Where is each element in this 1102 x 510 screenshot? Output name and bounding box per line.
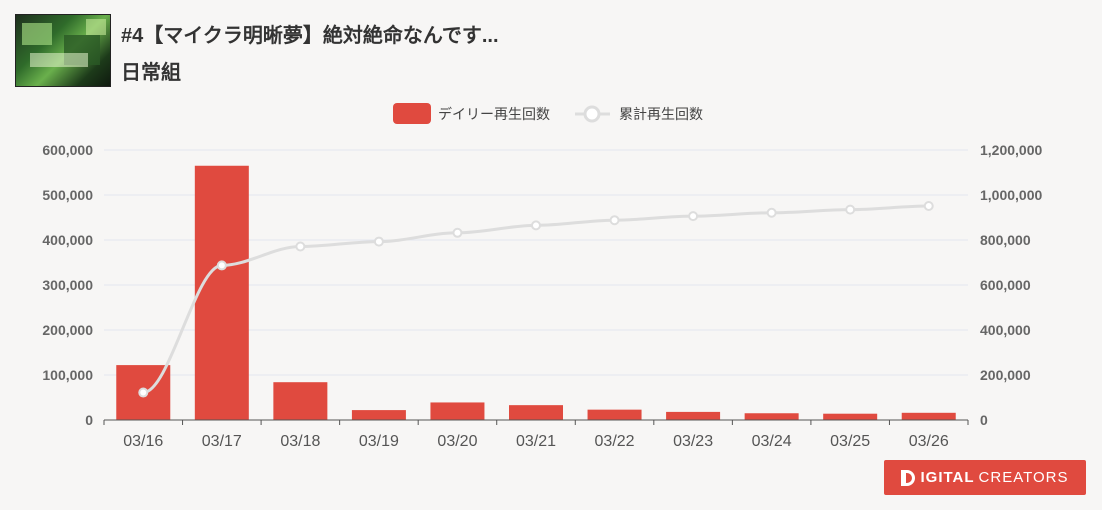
y-left-tick-label: 300,000 [42,277,93,293]
x-tick-label: 03/16 [123,433,163,450]
y-left-tick-label: 400,000 [42,232,93,248]
logo-d-icon [901,469,916,486]
y-right-tick-label: 800,000 [980,232,1031,248]
video-header: #4【マイクラ明晰夢】絶対絶命なんです... 日常組 [15,14,1015,88]
digital-creators-logo: IGITAL CREATORS [884,460,1086,495]
legend-swatch-daily [393,103,431,124]
legend-swatch-cumulative-marker [583,105,601,123]
y-right-tick-label: 1,200,000 [980,142,1042,158]
bar-daily-views [823,413,878,420]
bar-daily-views [587,409,642,420]
point-cumulative-views [452,227,463,238]
point-cumulative-views [138,387,149,398]
y-left-tick-label: 500,000 [42,187,93,203]
x-tick-label: 03/24 [752,433,792,450]
y-right-tick-label: 1,000,000 [980,187,1042,203]
legend-label-cumulative: 累計再生回数 [619,106,703,122]
y-left-tick-label: 200,000 [42,322,93,338]
bar-daily-views [744,413,799,420]
x-tick-label: 03/21 [516,433,556,450]
y-right-tick-label: 0 [980,412,988,428]
video-thumbnail[interactable] [15,14,111,87]
x-tick-label: 03/18 [280,433,320,450]
bar-daily-views [666,411,721,420]
point-cumulative-views [373,236,384,247]
point-cumulative-views [688,211,699,222]
channel-name: 日常組 [121,62,181,84]
x-tick-label: 03/23 [673,433,713,450]
y-left-tick-label: 0 [85,412,93,428]
logo-text-bold: IGITAL [920,469,975,486]
bar-daily-views [194,165,249,420]
point-cumulative-views [766,207,777,218]
x-tick-label: 03/22 [595,433,635,450]
x-tick-label: 03/20 [437,433,477,450]
point-cumulative-views [531,220,541,231]
y-right-tick-label: 400,000 [980,322,1031,338]
x-tick-label: 03/19 [359,433,399,450]
x-tick-label: 03/25 [830,433,870,450]
point-cumulative-views [609,215,620,226]
point-cumulative-views [845,204,856,215]
x-tick-label: 03/17 [202,433,242,450]
y-left-tick-label: 100,000 [42,367,93,383]
bar-daily-views [509,405,563,420]
y-right-tick-label: 200,000 [980,367,1031,383]
point-cumulative-views [923,201,934,212]
y-left-tick-label: 600,000 [42,142,93,158]
line-cumulative-views [142,204,929,395]
logo-text-thin: CREATORS [978,469,1069,486]
x-tick-label: 03/26 [909,433,949,450]
video-title: #4【マイクラ明晰夢】絶対絶命なんです... [121,25,499,47]
bar-daily-views [351,410,406,420]
point-cumulative-views [216,260,227,271]
bar-daily-views [430,402,485,420]
y-right-tick-label: 600,000 [980,277,1031,293]
point-cumulative-views [295,241,306,252]
legend-label-daily: デイリー再生回数 [438,106,550,122]
bar-daily-views [273,382,328,420]
bar-daily-views [901,412,956,420]
